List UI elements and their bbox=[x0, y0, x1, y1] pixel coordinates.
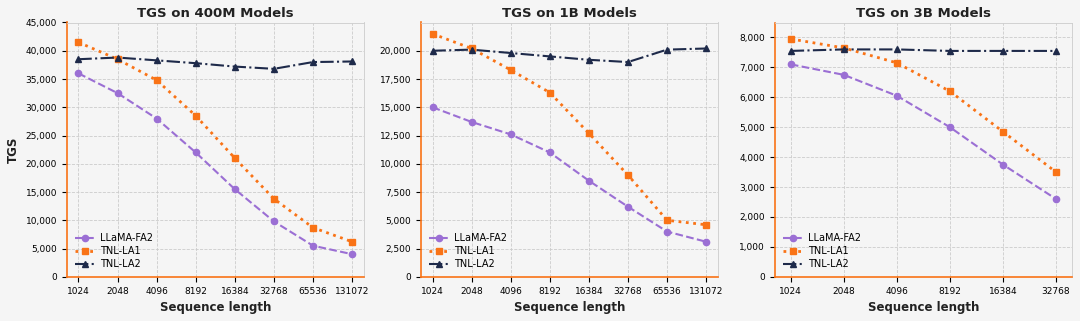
LLaMA-FA2 bbox=[997, 163, 1010, 167]
TNL-LA2 bbox=[465, 48, 478, 52]
TNL-LA1 bbox=[268, 197, 281, 201]
TNL-LA2 bbox=[72, 57, 85, 61]
Line: TNL-LA2: TNL-LA2 bbox=[75, 54, 355, 72]
Title: TGS on 400M Models: TGS on 400M Models bbox=[137, 7, 294, 20]
LLaMA-FA2 bbox=[228, 187, 241, 191]
Title: TGS on 3B Models: TGS on 3B Models bbox=[856, 7, 991, 20]
LLaMA-FA2 bbox=[111, 91, 124, 95]
LLaMA-FA2 bbox=[700, 240, 713, 244]
TNL-LA2 bbox=[228, 65, 241, 68]
TNL-LA2 bbox=[944, 49, 957, 53]
X-axis label: Sequence length: Sequence length bbox=[160, 301, 271, 314]
TNL-LA1 bbox=[661, 218, 674, 222]
LLaMA-FA2 bbox=[944, 125, 957, 129]
TNL-LA1 bbox=[307, 226, 320, 230]
LLaMA-FA2 bbox=[890, 94, 903, 98]
TNL-LA2 bbox=[784, 49, 797, 53]
TNL-LA1 bbox=[228, 156, 241, 160]
TNL-LA1 bbox=[1050, 170, 1063, 174]
TNL-LA2 bbox=[346, 60, 359, 64]
LLaMA-FA2 bbox=[784, 63, 797, 66]
TNL-LA1 bbox=[426, 32, 438, 36]
Line: TNL-LA2: TNL-LA2 bbox=[429, 45, 710, 65]
TNL-LA1 bbox=[72, 40, 85, 44]
TNL-LA2 bbox=[189, 61, 202, 65]
TNL-LA1 bbox=[944, 89, 957, 93]
LLaMA-FA2 bbox=[307, 244, 320, 247]
LLaMA-FA2 bbox=[543, 151, 556, 154]
TNL-LA1 bbox=[837, 46, 850, 50]
X-axis label: Sequence length: Sequence length bbox=[514, 301, 625, 314]
TNL-LA1 bbox=[111, 57, 124, 61]
TNL-LA2 bbox=[661, 48, 674, 52]
Line: TNL-LA1: TNL-LA1 bbox=[429, 30, 710, 228]
Line: TNL-LA1: TNL-LA1 bbox=[787, 36, 1059, 176]
TNL-LA2 bbox=[1050, 49, 1063, 53]
Y-axis label: TGS: TGS bbox=[6, 136, 19, 163]
TNL-LA2 bbox=[837, 48, 850, 51]
X-axis label: Sequence length: Sequence length bbox=[867, 301, 980, 314]
LLaMA-FA2 bbox=[72, 72, 85, 75]
TNL-LA1 bbox=[189, 114, 202, 118]
TNL-LA1 bbox=[346, 240, 359, 244]
TNL-LA2 bbox=[700, 47, 713, 50]
LLaMA-FA2 bbox=[837, 73, 850, 77]
TNL-LA1 bbox=[621, 173, 634, 177]
Legend: LLaMA-FA2, TNL-LA1, TNL-LA2: LLaMA-FA2, TNL-LA1, TNL-LA2 bbox=[71, 230, 156, 272]
LLaMA-FA2 bbox=[582, 179, 595, 183]
Line: LLaMA-FA2: LLaMA-FA2 bbox=[430, 104, 710, 245]
LLaMA-FA2 bbox=[621, 205, 634, 209]
TNL-LA1 bbox=[890, 61, 903, 65]
TNL-LA2 bbox=[504, 51, 517, 55]
TNL-LA2 bbox=[543, 55, 556, 58]
LLaMA-FA2 bbox=[268, 220, 281, 223]
TNL-LA2 bbox=[111, 56, 124, 59]
TNL-LA1 bbox=[465, 47, 478, 50]
TNL-LA1 bbox=[543, 91, 556, 94]
TNL-LA1 bbox=[582, 131, 595, 135]
TNL-LA1 bbox=[700, 223, 713, 227]
TNL-LA2 bbox=[582, 58, 595, 62]
TNL-LA2 bbox=[307, 60, 320, 64]
Line: LLaMA-FA2: LLaMA-FA2 bbox=[76, 70, 355, 257]
Line: TNL-LA1: TNL-LA1 bbox=[75, 39, 355, 245]
Line: LLaMA-FA2: LLaMA-FA2 bbox=[787, 61, 1059, 202]
LLaMA-FA2 bbox=[1050, 197, 1063, 201]
TNL-LA1 bbox=[997, 130, 1010, 134]
TNL-LA1 bbox=[504, 68, 517, 72]
TNL-LA2 bbox=[997, 49, 1010, 53]
TNL-LA2 bbox=[268, 67, 281, 71]
LLaMA-FA2 bbox=[504, 133, 517, 136]
LLaMA-FA2 bbox=[661, 230, 674, 233]
LLaMA-FA2 bbox=[150, 117, 163, 120]
Legend: LLaMA-FA2, TNL-LA1, TNL-LA2: LLaMA-FA2, TNL-LA1, TNL-LA2 bbox=[426, 230, 510, 272]
LLaMA-FA2 bbox=[346, 252, 359, 256]
TNL-LA2 bbox=[890, 48, 903, 51]
TNL-LA2 bbox=[426, 49, 438, 53]
TNL-LA2 bbox=[150, 58, 163, 62]
LLaMA-FA2 bbox=[465, 120, 478, 124]
TNL-LA1 bbox=[784, 37, 797, 41]
LLaMA-FA2 bbox=[189, 151, 202, 154]
Legend: LLaMA-FA2, TNL-LA1, TNL-LA2: LLaMA-FA2, TNL-LA1, TNL-LA2 bbox=[780, 230, 864, 272]
Line: TNL-LA2: TNL-LA2 bbox=[787, 46, 1059, 54]
TNL-LA1 bbox=[150, 78, 163, 82]
TNL-LA2 bbox=[621, 60, 634, 64]
Title: TGS on 1B Models: TGS on 1B Models bbox=[502, 7, 637, 20]
LLaMA-FA2 bbox=[426, 105, 438, 109]
